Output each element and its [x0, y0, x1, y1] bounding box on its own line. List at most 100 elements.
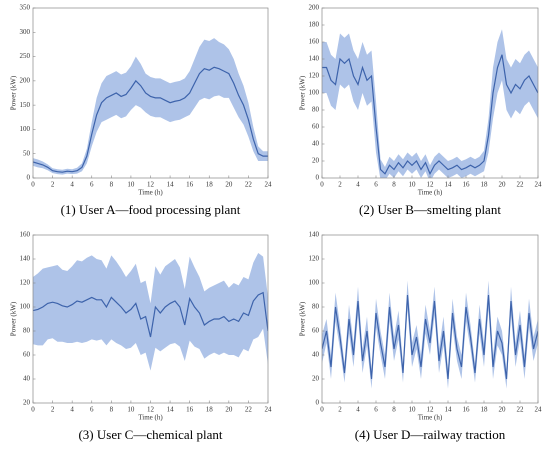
x-tick-label: 8	[110, 406, 114, 414]
x-axis-label: Time (h)	[418, 414, 443, 422]
y-tick-label: 100	[309, 89, 320, 97]
y-tick-label: 200	[20, 76, 31, 84]
mean-line	[33, 66, 268, 173]
y-tick-label: 160	[20, 231, 31, 239]
x-tick-label: 22	[517, 406, 525, 414]
x-tick-label: 14	[445, 181, 453, 189]
y-tick-label: 40	[312, 140, 320, 148]
x-tick-label: 4	[70, 181, 74, 189]
x-tick-label: 6	[374, 181, 378, 189]
caption: (1) User A—food processing plant	[61, 202, 241, 217]
x-axis-label: Time (h)	[418, 189, 443, 197]
x-tick-label: 2	[338, 406, 342, 414]
plot-area	[322, 280, 538, 389]
x-tick-label: 10	[409, 181, 417, 189]
x-tick-label: 0	[320, 181, 324, 189]
x-tick-label: 22	[517, 181, 525, 189]
y-tick-label: 60	[23, 351, 31, 359]
x-tick-label: 20	[499, 181, 507, 189]
x-tick-label: 20	[225, 406, 233, 414]
x-tick-label: 2	[51, 181, 55, 189]
x-tick-label: 18	[481, 406, 489, 414]
x-tick-label: 16	[463, 181, 471, 189]
x-tick-label: 14	[167, 406, 175, 414]
x-tick-label: 12	[147, 406, 155, 414]
x-tick-label: 12	[427, 181, 435, 189]
x-tick-label: 4	[356, 406, 360, 414]
x-axis-label: Time (h)	[138, 189, 163, 197]
x-tick-label: 4	[70, 406, 74, 414]
mean-line	[322, 54, 538, 176]
y-axis-label: Power (kW)	[299, 301, 307, 336]
x-tick-label: 18	[481, 181, 489, 189]
x-tick-label: 24	[535, 406, 543, 414]
y-tick-label: 200	[309, 4, 320, 12]
y-tick-label: 150	[20, 101, 31, 109]
plot-area	[33, 253, 268, 371]
x-tick-label: 16	[186, 406, 194, 414]
x-tick-label: 22	[245, 406, 253, 414]
x-tick-label: 18	[206, 406, 214, 414]
x-tick-label: 16	[463, 406, 471, 414]
y-tick-label: 80	[312, 303, 320, 311]
x-tick-label: 0	[320, 406, 324, 414]
x-tick-label: 20	[499, 406, 507, 414]
y-tick-label: 100	[309, 279, 320, 287]
x-tick-label: 18	[206, 181, 214, 189]
y-tick-label: 250	[20, 52, 31, 60]
y-tick-label: 140	[20, 255, 31, 263]
y-axis-label: Power (kW)	[10, 301, 18, 336]
y-tick-label: 60	[312, 123, 320, 131]
y-tick-label: 160	[309, 38, 320, 46]
x-tick-label: 2	[51, 406, 55, 414]
y-axis-label: Power (kW)	[299, 75, 307, 110]
uncertainty-band	[322, 29, 538, 178]
mean-line	[322, 294, 538, 380]
y-tick-label: 40	[312, 351, 320, 359]
y-tick-label: 140	[309, 231, 320, 239]
uncertainty-band	[322, 280, 538, 389]
y-tick-label: 40	[23, 375, 31, 383]
x-tick-label: 24	[265, 406, 273, 414]
x-tick-label: 12	[147, 181, 155, 189]
y-tick-label: 100	[20, 125, 31, 133]
plot-area	[33, 38, 268, 175]
y-axis-label: Power (kW)	[10, 75, 18, 110]
y-tick-label: 180	[309, 21, 320, 29]
y-tick-label: 100	[20, 303, 31, 311]
y-tick-label: 300	[20, 28, 31, 36]
x-tick-label: 6	[374, 406, 378, 414]
x-tick-label: 24	[535, 181, 543, 189]
y-tick-label: 140	[309, 55, 320, 63]
y-tick-label: 20	[23, 399, 31, 407]
x-tick-label: 2	[338, 181, 342, 189]
x-tick-label: 10	[127, 181, 135, 189]
x-tick-label: 14	[445, 406, 453, 414]
y-tick-label: 80	[312, 106, 320, 114]
x-tick-label: 0	[31, 406, 35, 414]
x-tick-label: 6	[90, 406, 94, 414]
x-tick-label: 0	[31, 181, 35, 189]
x-tick-label: 20	[225, 181, 233, 189]
y-tick-label: 60	[312, 327, 320, 335]
uncertainty-band	[33, 38, 268, 175]
y-tick-label: 80	[23, 327, 31, 335]
caption: (2) User B—smelting plant	[359, 202, 501, 217]
x-tick-label: 4	[356, 181, 360, 189]
x-axis-label: Time (h)	[138, 414, 163, 422]
x-tick-label: 16	[186, 181, 194, 189]
y-tick-label: 350	[20, 4, 31, 12]
y-tick-label: 120	[309, 255, 320, 263]
uncertainty-band	[33, 253, 268, 371]
x-tick-label: 14	[167, 181, 175, 189]
y-tick-label: 0	[316, 174, 320, 182]
y-tick-label: 50	[23, 149, 31, 157]
y-tick-label: 20	[312, 375, 320, 383]
y-tick-label: 120	[309, 72, 320, 80]
x-tick-label: 8	[392, 406, 396, 414]
mean-line	[33, 291, 268, 338]
y-tick-label: 0	[27, 174, 31, 182]
x-tick-label: 24	[265, 181, 273, 189]
caption: (4) User D—railway traction	[355, 427, 506, 442]
